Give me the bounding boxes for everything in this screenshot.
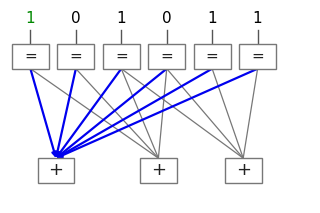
FancyBboxPatch shape — [12, 44, 49, 69]
Text: =: = — [69, 49, 82, 64]
FancyBboxPatch shape — [58, 44, 94, 69]
FancyBboxPatch shape — [140, 158, 177, 183]
Text: 0: 0 — [71, 11, 81, 26]
Text: 1: 1 — [253, 11, 262, 26]
FancyBboxPatch shape — [225, 158, 262, 183]
Text: 1: 1 — [26, 11, 35, 26]
Text: 1: 1 — [207, 11, 217, 26]
Text: +: + — [49, 161, 63, 179]
FancyBboxPatch shape — [194, 44, 230, 69]
FancyBboxPatch shape — [103, 44, 140, 69]
Text: =: = — [206, 49, 219, 64]
Text: =: = — [160, 49, 173, 64]
Text: +: + — [151, 161, 166, 179]
FancyBboxPatch shape — [148, 44, 185, 69]
Text: 0: 0 — [162, 11, 172, 26]
Text: =: = — [24, 49, 37, 64]
Text: +: + — [236, 161, 251, 179]
Text: =: = — [115, 49, 128, 64]
FancyBboxPatch shape — [239, 44, 276, 69]
Text: =: = — [251, 49, 264, 64]
Text: 1: 1 — [116, 11, 126, 26]
FancyBboxPatch shape — [38, 158, 74, 183]
